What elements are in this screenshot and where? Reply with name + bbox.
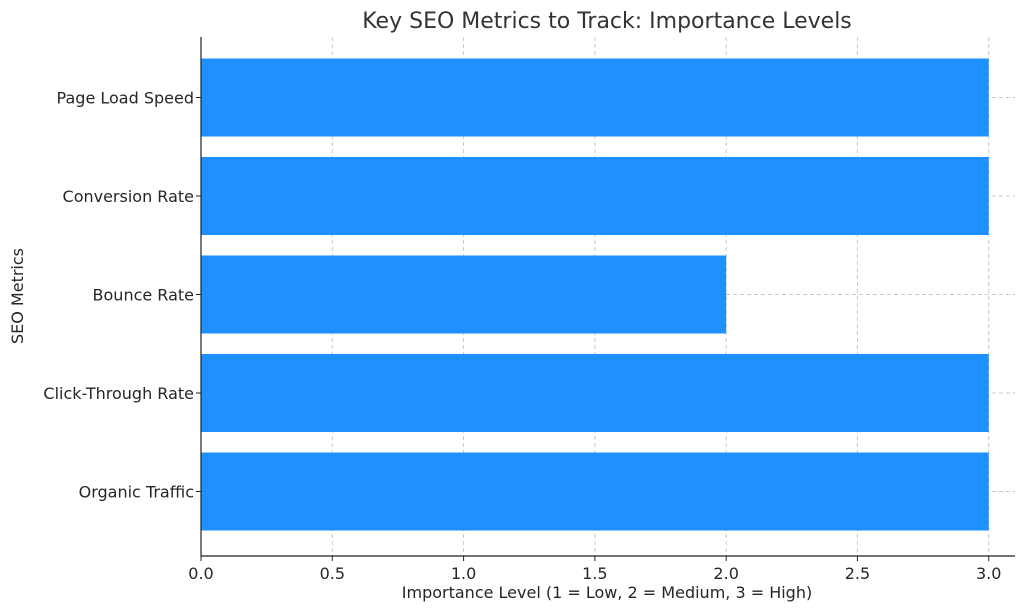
y-tick-label: Click-Through Rate [43,384,194,403]
x-tick-label: 0.0 [188,564,213,583]
bar [201,354,989,432]
x-tick-label: 1.5 [582,564,607,583]
y-tick-label: Organic Traffic [79,483,194,502]
bar [201,255,727,334]
x-tick-label: 1.0 [451,564,476,583]
bar [201,58,989,137]
y-tick-label: Page Load Speed [57,89,194,108]
y-ticks: Organic Traffic Click-Through Rate Bounce … [43,89,201,502]
x-tick-label: 0.5 [320,564,345,583]
x-ticks: 0.0 0.5 1.0 1.5 2.0 2.5 3.0 [188,556,1001,583]
bar [201,157,989,235]
x-tick-label: 3.0 [976,564,1001,583]
y-tick-label: Conversion Rate [63,187,194,206]
x-tick-label: 2.0 [713,564,738,583]
bar [201,452,989,531]
chart-title: Key SEO Metrics to Track: Importance Lev… [362,9,852,34]
y-tick-label: Bounce Rate [93,286,194,305]
x-tick-label: 2.5 [845,564,870,583]
y-axis-title: SEO Metrics [8,248,27,344]
bars [201,58,989,531]
x-axis-title: Importance Level (1 = Low, 2 = Medium, 3… [402,583,812,602]
axes [200,37,1015,557]
